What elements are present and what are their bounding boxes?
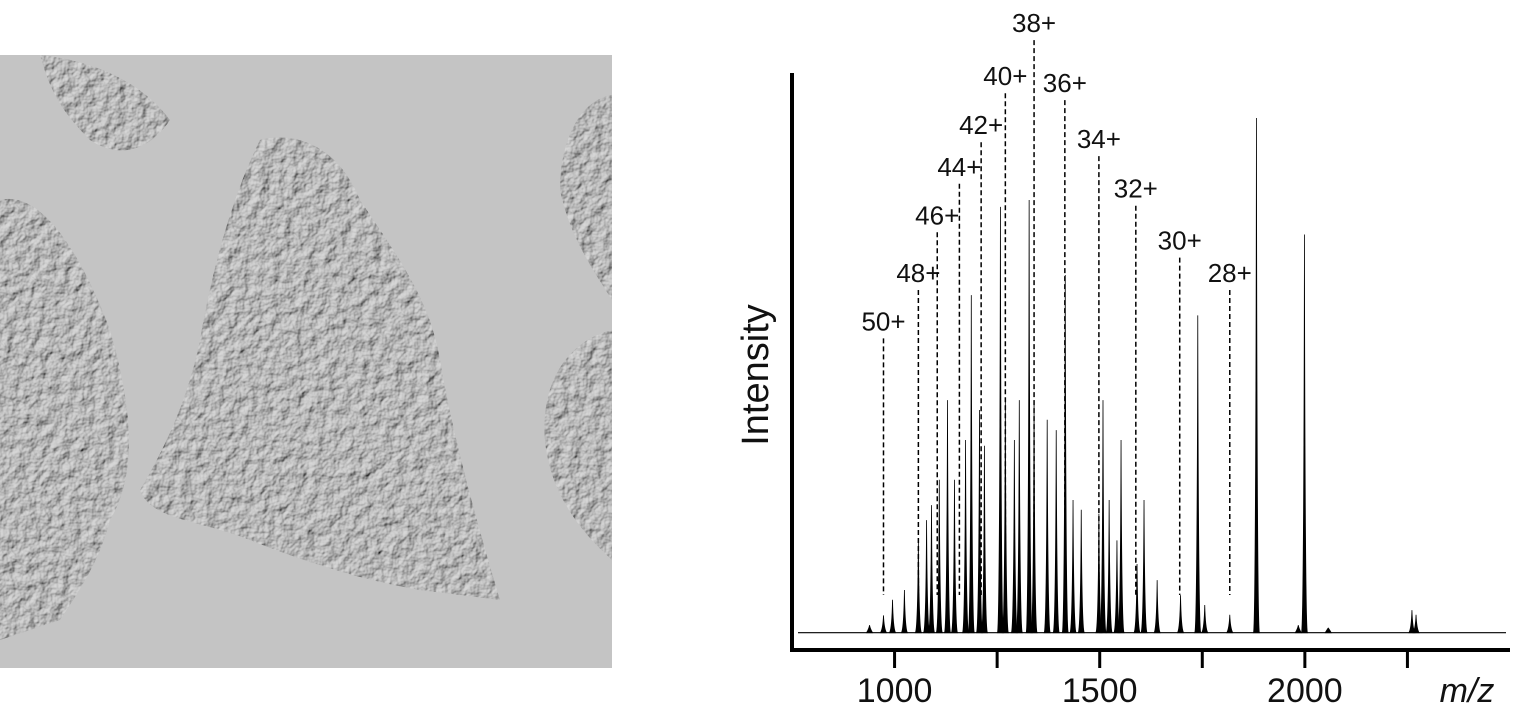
peak — [1252, 118, 1261, 634]
peak — [879, 615, 888, 634]
peak — [865, 625, 874, 634]
peak — [1153, 580, 1161, 634]
peak — [950, 479, 959, 634]
peak — [1117, 439, 1125, 634]
annotation-label: 48+ — [896, 258, 940, 288]
annotation-label: 40+ — [983, 61, 1027, 91]
peak — [888, 599, 897, 634]
peak — [975, 409, 984, 634]
peak — [1133, 564, 1141, 634]
peak — [1194, 315, 1202, 634]
x-tick-label: 2000 — [1267, 672, 1343, 710]
peak — [961, 439, 970, 634]
y-axis-label: Intensity — [735, 304, 777, 446]
peak — [935, 479, 943, 634]
annotation-label: 46+ — [915, 200, 959, 230]
peak — [967, 295, 975, 634]
peak — [1300, 234, 1309, 634]
annotation-label: 36+ — [1043, 68, 1087, 98]
x-axis-label: m/z — [1440, 672, 1495, 710]
peak — [900, 589, 909, 634]
annotation-label: 38+ — [1012, 8, 1056, 38]
annotation-label: 44+ — [937, 152, 981, 182]
peak — [996, 206, 1005, 634]
peak — [1069, 499, 1077, 634]
microscopy-image — [0, 55, 612, 668]
peak — [1010, 439, 1019, 634]
peak — [1099, 400, 1107, 634]
peak — [1226, 614, 1234, 634]
annotation-label: 30+ — [1158, 226, 1202, 256]
x-tick-label: 1000 — [857, 672, 933, 710]
peak — [1294, 625, 1302, 634]
peak — [1412, 614, 1420, 634]
x-tick-label: 1500 — [1062, 672, 1138, 710]
peak — [1176, 595, 1185, 634]
peak — [1025, 199, 1033, 634]
peak — [1324, 627, 1332, 634]
annotation-label: 28+ — [1208, 258, 1252, 288]
peak — [980, 445, 989, 634]
annotation-label: 50+ — [861, 306, 905, 336]
peak — [922, 520, 931, 634]
peak — [943, 400, 952, 634]
peak — [1001, 400, 1010, 634]
peak — [1140, 499, 1148, 634]
annotation-label: 32+ — [1114, 174, 1158, 204]
peak — [1201, 604, 1209, 634]
peak — [927, 505, 936, 634]
annotation-label: 34+ — [1077, 124, 1121, 154]
peak — [1105, 499, 1113, 634]
peak — [1015, 400, 1023, 634]
annotation-label: 42+ — [959, 110, 1003, 140]
peak — [1052, 430, 1060, 634]
peak — [1077, 509, 1085, 634]
peak — [1043, 419, 1051, 634]
